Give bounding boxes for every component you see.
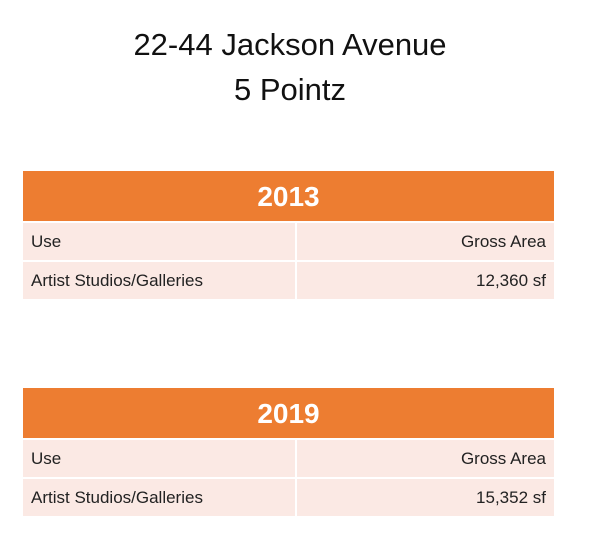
cell-gross-area: 12,360 sf [476, 271, 546, 290]
cell-use: Artist Studios/Galleries [23, 262, 297, 299]
table-year-header: 2013 [23, 171, 554, 221]
cell-gross-area: 15,352 sf [476, 488, 546, 507]
table-2019: 2019 Use Gross Area Artist Studios/Galle… [23, 388, 554, 516]
table-year-header: 2019 [23, 388, 554, 438]
column-header-use: Use [23, 223, 297, 260]
column-header-gross-area: Gross Area [460, 232, 546, 251]
cell-use: Artist Studios/Galleries [23, 479, 297, 516]
title-line-1: 22-44 Jackson Avenue [133, 27, 447, 62]
table-header-row: Use Gross Area [23, 440, 554, 477]
table-row: Artist Studios/Galleries 12,360 sf [23, 262, 554, 299]
table-row: Artist Studios/Galleries 15,352 sf [23, 479, 554, 516]
title-line-2: 5 Pointz [233, 72, 346, 107]
table-header-row: Use Gross Area [23, 223, 554, 260]
column-header-gross-area: Gross Area [460, 449, 546, 468]
column-header-use: Use [23, 440, 297, 477]
table-2013: 2013 Use Gross Area Artist Studios/Galle… [23, 171, 554, 299]
